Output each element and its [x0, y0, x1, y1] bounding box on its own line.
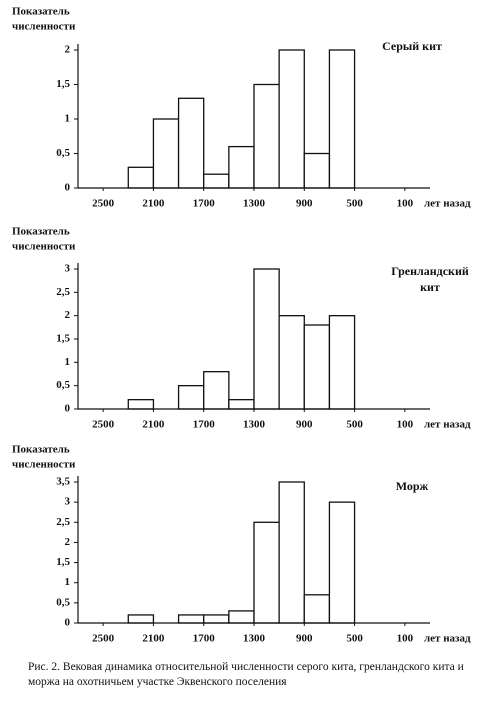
- x-axis-label: лет назад: [424, 419, 471, 431]
- bar: [253, 268, 280, 410]
- bar: [127, 614, 155, 624]
- bar: [253, 521, 280, 624]
- x-tick-label: 100: [397, 198, 414, 210]
- x-tick-label: 2500: [92, 419, 115, 431]
- bar: [177, 614, 205, 624]
- x-tick-label: 900: [296, 419, 313, 431]
- chart-title: Морж: [396, 479, 429, 493]
- y-tick-label: 2,5: [56, 516, 70, 528]
- y-tick-label: 0,5: [56, 147, 70, 159]
- caption: Рис. 2. Вековая динамика относительной ч…: [28, 661, 464, 688]
- bar: [303, 594, 331, 624]
- y-tick-label: 1: [65, 113, 71, 125]
- x-axis-label: лет назад: [424, 198, 471, 210]
- bar: [177, 385, 205, 410]
- y-tick-label: 1,5: [56, 78, 70, 90]
- x-tick-label: 1300: [243, 198, 266, 210]
- x-tick-label: 2500: [92, 198, 115, 210]
- y-tick-label: 3,5: [56, 476, 70, 488]
- bar: [127, 166, 155, 189]
- bar: [253, 83, 280, 189]
- x-tick-label: 900: [296, 633, 313, 645]
- chart-title: Гренландский: [391, 264, 469, 278]
- x-tick-label: 2500: [92, 633, 115, 645]
- x-tick-label: 1300: [243, 419, 266, 431]
- chart-title: кит: [420, 280, 440, 294]
- bar: [127, 399, 155, 410]
- y-tick-label: 1,5: [56, 333, 70, 345]
- x-tick-label: 500: [346, 198, 363, 210]
- y-axis-label: Показатель: [12, 444, 70, 456]
- bar: [152, 118, 180, 189]
- figure: Показатель численности Серый кит 0 0,5 1 1,5 2 2…: [12, 6, 471, 645]
- bar: [203, 173, 230, 189]
- y-tick-label: 2: [65, 309, 71, 321]
- x-tick-label: 2100: [142, 419, 165, 431]
- y-axis-label: Показатель: [12, 6, 70, 18]
- bar: [228, 145, 255, 189]
- y-axis-label: численности: [12, 241, 76, 253]
- y-tick-label: 3: [65, 496, 71, 508]
- y-tick-label: 1,5: [56, 556, 70, 568]
- bar: [228, 610, 255, 624]
- bar: [303, 152, 331, 189]
- x-tick-label: 100: [397, 633, 414, 645]
- bar: [328, 501, 356, 624]
- y-tick-label: 0,5: [56, 596, 70, 608]
- chart-title: Серый кит: [382, 39, 442, 53]
- x-tick-label: 2100: [142, 198, 165, 210]
- bar: [303, 324, 331, 410]
- y-axis-label: численности: [12, 459, 76, 471]
- y-axis-label: численности: [12, 21, 76, 33]
- x-tick-label: 1700: [193, 198, 216, 210]
- bar: [203, 614, 230, 624]
- y-tick-label: 3: [65, 263, 71, 275]
- bar: [328, 49, 356, 189]
- y-tick-label: 0: [65, 182, 71, 194]
- y-axis-label: Показатель: [12, 226, 70, 238]
- x-tick-label: 500: [346, 633, 363, 645]
- bar: [278, 49, 305, 189]
- y-tick-label: 0,5: [56, 379, 70, 391]
- x-tick-label: 500: [346, 419, 363, 431]
- y-tick-label: 1: [65, 576, 71, 588]
- bar: [278, 315, 305, 410]
- x-tick-label: 1300: [243, 633, 266, 645]
- bar: [177, 97, 205, 189]
- y-tick-label: 0: [65, 403, 71, 415]
- y-tick-label: 0: [65, 617, 71, 629]
- x-tick-label: 100: [397, 419, 414, 431]
- bar: [328, 315, 356, 410]
- x-tick-label: 1700: [193, 419, 216, 431]
- x-axis-label: лет назад: [424, 633, 471, 645]
- y-tick-label: 2: [65, 536, 71, 548]
- y-tick-label: 2: [65, 44, 71, 56]
- x-tick-label: 2100: [142, 633, 165, 645]
- y-tick-label: 1: [65, 356, 71, 368]
- x-tick-label: 1700: [193, 633, 216, 645]
- bar: [278, 481, 305, 624]
- y-tick-label: 2,5: [56, 286, 70, 298]
- x-tick-label: 900: [296, 198, 313, 210]
- bar: [228, 399, 255, 410]
- bar: [203, 371, 230, 410]
